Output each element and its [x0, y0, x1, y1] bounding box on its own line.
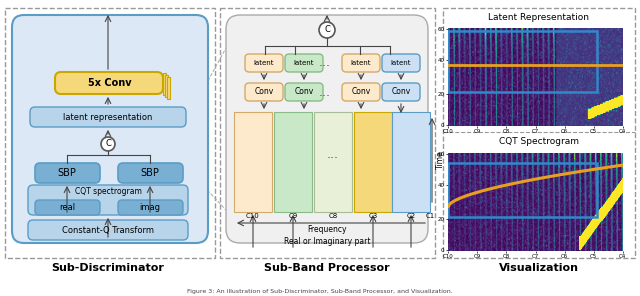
Bar [274, 112, 312, 212]
Text: CQT spectrogram: CQT spectrogram [75, 187, 141, 197]
Bar [167, 77, 170, 99]
Text: 5x Conv: 5x Conv [88, 78, 132, 88]
Text: C1: C1 [426, 213, 435, 219]
Text: Constant-Q Transform: Constant-Q Transform [62, 226, 154, 234]
FancyBboxPatch shape [30, 107, 186, 127]
Text: C10: C10 [246, 213, 260, 219]
Text: C: C [105, 139, 111, 149]
Text: C9: C9 [289, 213, 298, 219]
FancyBboxPatch shape [35, 200, 100, 215]
Bar [163, 73, 166, 95]
Text: Latent Representation: Latent Representation [488, 12, 589, 22]
Bar [392, 112, 430, 212]
Text: Conv: Conv [294, 88, 314, 96]
Bar [165, 75, 168, 97]
FancyBboxPatch shape [226, 15, 428, 243]
Text: SBP: SBP [58, 168, 76, 178]
Bar [448, 163, 596, 217]
Text: Conv: Conv [254, 88, 274, 96]
Text: Sub-Band Processor: Sub-Band Processor [264, 263, 390, 273]
Bar [354, 112, 392, 212]
Text: latent: latent [253, 60, 275, 66]
FancyBboxPatch shape [35, 163, 100, 183]
FancyBboxPatch shape [118, 200, 183, 215]
Text: Sub-Discriminator: Sub-Discriminator [52, 263, 164, 273]
FancyBboxPatch shape [245, 83, 283, 101]
FancyBboxPatch shape [28, 185, 188, 215]
Text: C2: C2 [406, 213, 415, 219]
Text: Time: Time [435, 151, 445, 169]
Text: Visualization: Visualization [499, 263, 579, 273]
Text: Conv: Conv [392, 88, 411, 96]
Text: C: C [324, 25, 330, 35]
Text: CQT Spectrogram: CQT Spectrogram [499, 138, 579, 147]
Text: ...: ... [327, 149, 339, 162]
Text: C8: C8 [328, 213, 338, 219]
Text: Frequency: Frequency [307, 226, 347, 234]
FancyBboxPatch shape [12, 15, 208, 243]
Circle shape [319, 22, 335, 38]
FancyBboxPatch shape [342, 54, 380, 72]
FancyBboxPatch shape [342, 83, 380, 101]
Text: latent: latent [294, 60, 314, 66]
Bar [448, 31, 596, 92]
FancyBboxPatch shape [285, 54, 323, 72]
Text: Real or Imaginary part: Real or Imaginary part [284, 237, 371, 247]
FancyBboxPatch shape [285, 83, 323, 101]
Text: latent representation: latent representation [63, 112, 153, 121]
Bar [234, 112, 272, 212]
Circle shape [101, 137, 115, 151]
Text: latent: latent [391, 60, 412, 66]
FancyBboxPatch shape [382, 83, 420, 101]
Bar [314, 112, 352, 212]
Text: real: real [59, 202, 75, 212]
Text: latent: latent [351, 60, 371, 66]
Text: SBP: SBP [141, 168, 159, 178]
FancyBboxPatch shape [55, 72, 163, 94]
Text: ...: ... [319, 57, 331, 70]
FancyBboxPatch shape [245, 54, 283, 72]
Text: Figure 3: An illustration of Sub-Discriminator, Sub-Band Processor, and Visualiz: Figure 3: An illustration of Sub-Discrim… [187, 289, 453, 295]
Text: imag: imag [140, 202, 161, 212]
FancyBboxPatch shape [28, 220, 188, 240]
Text: ...: ... [319, 86, 331, 99]
Text: C3: C3 [369, 213, 378, 219]
FancyBboxPatch shape [118, 163, 183, 183]
FancyBboxPatch shape [382, 54, 420, 72]
Text: Conv: Conv [351, 88, 371, 96]
